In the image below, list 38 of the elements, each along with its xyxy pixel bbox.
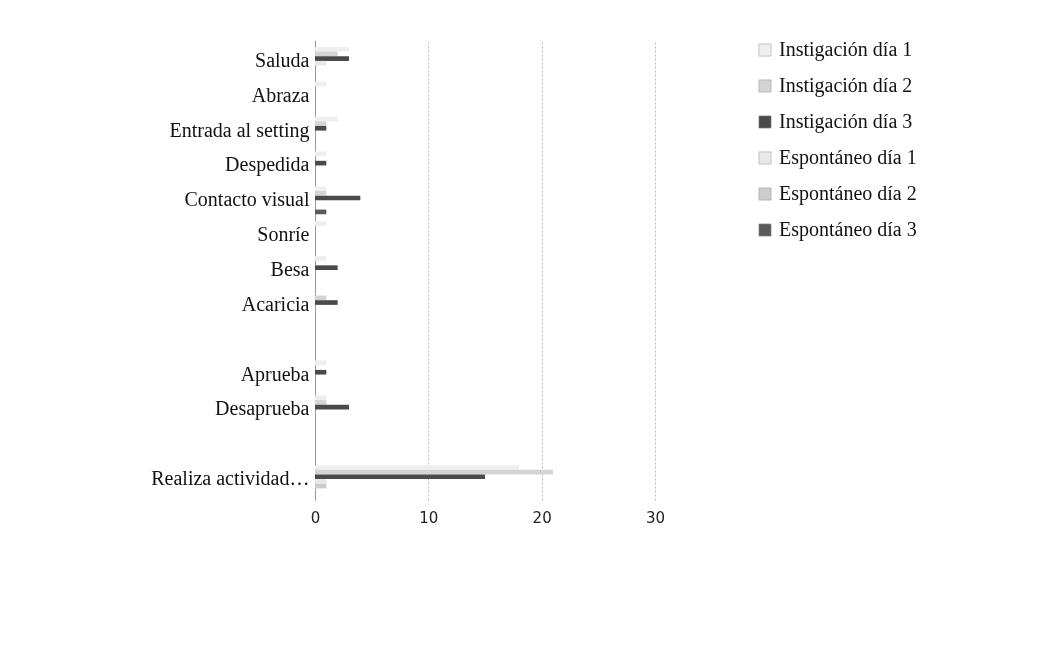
bar bbox=[315, 465, 519, 470]
bar bbox=[315, 46, 349, 52]
bar bbox=[315, 300, 338, 305]
y-tick-label: Acaricia bbox=[241, 292, 310, 315]
x-tick-label: 0 bbox=[310, 508, 321, 527]
legend-label: Espontáneo día 2 bbox=[779, 182, 917, 205]
y-tick-label: Desaprueba bbox=[215, 397, 310, 421]
bar bbox=[315, 479, 327, 484]
x-tick-label: 30 bbox=[645, 508, 666, 527]
y-tick-label: Saluda bbox=[255, 48, 310, 71]
y-tick-label: Realiza actividad… bbox=[151, 467, 310, 490]
bar bbox=[315, 395, 327, 401]
bar bbox=[315, 56, 349, 61]
y-tick-label: Besa bbox=[270, 258, 310, 280]
x-tick-label: 10 bbox=[419, 508, 439, 527]
bar bbox=[315, 125, 327, 131]
bar bbox=[315, 256, 327, 261]
legend-label: Instigación día 3 bbox=[779, 110, 913, 133]
y-tick-label: Despedida bbox=[225, 153, 310, 177]
x-tick-label: 20 bbox=[532, 508, 552, 527]
bar bbox=[315, 221, 327, 226]
legend-label: Espontáneo día 1 bbox=[779, 146, 917, 169]
y-tick-label: Sonríe bbox=[257, 223, 310, 246]
legend-label: Espontáneo día 3 bbox=[779, 218, 917, 241]
bar bbox=[315, 400, 327, 405]
bar bbox=[315, 474, 485, 480]
bar bbox=[315, 121, 327, 126]
y-tick-label: Contacto visual bbox=[184, 188, 310, 211]
bar bbox=[315, 369, 327, 375]
bar bbox=[315, 265, 338, 270]
y-tick-label: Entrada al setting bbox=[169, 118, 310, 142]
legend-label: Instigación día 2 bbox=[779, 74, 913, 97]
y-tick-label: Abraza bbox=[251, 83, 310, 106]
bar bbox=[315, 186, 327, 192]
bar bbox=[315, 60, 327, 66]
y-tick-label: Aprueba bbox=[240, 362, 310, 386]
legend-label: Instigación día 1 bbox=[779, 38, 913, 61]
bar bbox=[315, 191, 327, 196]
